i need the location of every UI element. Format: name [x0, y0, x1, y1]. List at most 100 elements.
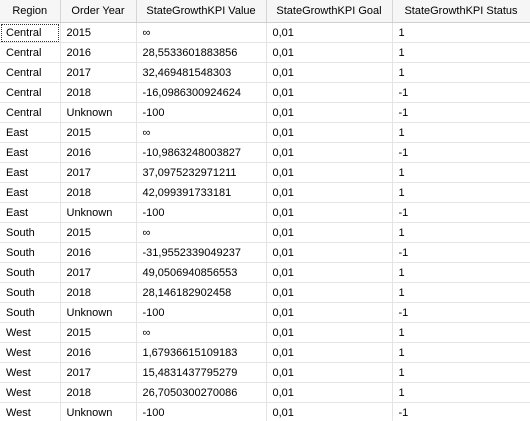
table-row[interactable]: Central 2015 ∞ 0,01 1: [0, 22, 530, 43]
cell-kpi-status[interactable]: -1: [392, 242, 530, 263]
cell-kpi-value[interactable]: -10,9863248003827: [136, 142, 267, 163]
cell-kpi-value[interactable]: -31,9552339049237: [136, 242, 267, 263]
table-row[interactable]: Central 2017 32,469481548303 0,01 1: [0, 62, 530, 83]
cell-kpi-value[interactable]: -100: [136, 102, 267, 123]
cell-kpi-status[interactable]: -1: [392, 82, 530, 103]
cell-kpi-value[interactable]: -100: [136, 302, 267, 323]
cell-kpi-value[interactable]: 42,099391733181: [136, 182, 267, 203]
cell-kpi-goal[interactable]: 0,01: [266, 342, 393, 363]
cell-kpi-value[interactable]: 28,5533601883856: [136, 42, 267, 63]
cell-order-year[interactable]: 2015: [60, 22, 137, 43]
cell-region[interactable]: South: [0, 262, 61, 283]
cell-kpi-status[interactable]: 1: [392, 362, 530, 383]
cell-region[interactable]: Central: [0, 102, 61, 123]
cell-region[interactable]: East: [0, 142, 61, 163]
cell-kpi-goal[interactable]: 0,01: [266, 22, 393, 43]
cell-region[interactable]: West: [0, 342, 61, 363]
cell-kpi-goal[interactable]: 0,01: [266, 322, 393, 343]
cell-order-year[interactable]: 2017: [60, 262, 137, 283]
cell-kpi-status[interactable]: 1: [392, 122, 530, 143]
cell-kpi-goal[interactable]: 0,01: [266, 302, 393, 323]
table-row[interactable]: East 2015 ∞ 0,01 1: [0, 122, 530, 143]
table-row[interactable]: West 2017 15,4831437795279 0,01 1: [0, 362, 530, 383]
cell-order-year[interactable]: 2015: [60, 222, 137, 243]
cell-kpi-value[interactable]: 37,0975232971211: [136, 162, 267, 183]
table-row[interactable]: West Unknown -100 0,01 -1: [0, 402, 530, 421]
cell-kpi-status[interactable]: 1: [392, 282, 530, 303]
cell-region[interactable]: East: [0, 202, 61, 223]
cell-kpi-value[interactable]: 28,146182902458: [136, 282, 267, 303]
cell-kpi-status[interactable]: -1: [392, 102, 530, 123]
cell-kpi-status[interactable]: 1: [392, 342, 530, 363]
column-header-order-year[interactable]: Order Year: [60, 0, 137, 23]
cell-kpi-goal[interactable]: 0,01: [266, 362, 393, 383]
cell-kpi-goal[interactable]: 0,01: [266, 282, 393, 303]
cell-kpi-goal[interactable]: 0,01: [266, 222, 393, 243]
table-row[interactable]: East 2016 -10,9863248003827 0,01 -1: [0, 142, 530, 163]
cell-order-year[interactable]: 2015: [60, 122, 137, 143]
cell-order-year[interactable]: 2018: [60, 282, 137, 303]
cell-kpi-status[interactable]: -1: [392, 402, 530, 421]
cell-region[interactable]: South: [0, 282, 61, 303]
cell-kpi-goal[interactable]: 0,01: [266, 262, 393, 283]
cell-kpi-value[interactable]: 26,7050300270086: [136, 382, 267, 403]
cell-kpi-goal[interactable]: 0,01: [266, 162, 393, 183]
cell-kpi-value[interactable]: 1,67936615109183: [136, 342, 267, 363]
cell-kpi-status[interactable]: 1: [392, 22, 530, 43]
cell-region[interactable]: East: [0, 182, 61, 203]
table-row[interactable]: Central 2016 28,5533601883856 0,01 1: [0, 42, 530, 63]
cell-order-year[interactable]: Unknown: [60, 202, 137, 223]
column-header-region[interactable]: Region: [0, 0, 61, 23]
cell-kpi-status[interactable]: -1: [392, 302, 530, 323]
cell-kpi-value[interactable]: 32,469481548303: [136, 62, 267, 83]
cell-kpi-value[interactable]: ∞: [136, 222, 267, 243]
table-row[interactable]: West 2016 1,67936615109183 0,01 1: [0, 342, 530, 363]
cell-order-year[interactable]: 2018: [60, 82, 137, 103]
cell-kpi-status[interactable]: 1: [392, 382, 530, 403]
cell-region[interactable]: East: [0, 122, 61, 143]
cell-kpi-value[interactable]: -100: [136, 402, 267, 421]
cell-kpi-goal[interactable]: 0,01: [266, 82, 393, 103]
cell-order-year[interactable]: 2016: [60, 242, 137, 263]
table-row[interactable]: South 2015 ∞ 0,01 1: [0, 222, 530, 243]
cell-region[interactable]: South: [0, 222, 61, 243]
column-header-kpi-goal[interactable]: StateGrowthKPI Goal: [266, 0, 393, 23]
table-row[interactable]: West 2018 26,7050300270086 0,01 1: [0, 382, 530, 403]
cell-kpi-goal[interactable]: 0,01: [266, 102, 393, 123]
cell-order-year[interactable]: Unknown: [60, 102, 137, 123]
cell-region[interactable]: East: [0, 162, 61, 183]
cell-region[interactable]: South: [0, 302, 61, 323]
cell-order-year[interactable]: 2017: [60, 62, 137, 83]
table-row[interactable]: East 2017 37,0975232971211 0,01 1: [0, 162, 530, 183]
table-row[interactable]: Central Unknown -100 0,01 -1: [0, 102, 530, 123]
cell-kpi-status[interactable]: 1: [392, 262, 530, 283]
cell-order-year[interactable]: 2016: [60, 42, 137, 63]
cell-order-year[interactable]: Unknown: [60, 402, 137, 421]
cell-kpi-goal[interactable]: 0,01: [266, 242, 393, 263]
table-row[interactable]: East Unknown -100 0,01 -1: [0, 202, 530, 223]
cell-kpi-goal[interactable]: 0,01: [266, 42, 393, 63]
cell-order-year[interactable]: 2018: [60, 182, 137, 203]
cell-kpi-status[interactable]: 1: [392, 222, 530, 243]
table-row[interactable]: South 2016 -31,9552339049237 0,01 -1: [0, 242, 530, 263]
cell-kpi-value[interactable]: 49,0506940856553: [136, 262, 267, 283]
cell-region[interactable]: West: [0, 402, 61, 421]
cell-kpi-value[interactable]: -100: [136, 202, 267, 223]
table-row[interactable]: South Unknown -100 0,01 -1: [0, 302, 530, 323]
cell-order-year[interactable]: 2016: [60, 142, 137, 163]
cell-order-year[interactable]: 2015: [60, 322, 137, 343]
cell-kpi-goal[interactable]: 0,01: [266, 202, 393, 223]
cell-order-year[interactable]: 2017: [60, 362, 137, 383]
table-row[interactable]: South 2018 28,146182902458 0,01 1: [0, 282, 530, 303]
table-row[interactable]: South 2017 49,0506940856553 0,01 1: [0, 262, 530, 283]
cell-region[interactable]: West: [0, 382, 61, 403]
cell-kpi-value[interactable]: 15,4831437795279: [136, 362, 267, 383]
cell-kpi-goal[interactable]: 0,01: [266, 142, 393, 163]
cell-region[interactable]: Central: [0, 42, 61, 63]
cell-kpi-value[interactable]: ∞: [136, 22, 267, 43]
cell-kpi-goal[interactable]: 0,01: [266, 182, 393, 203]
column-header-kpi-status[interactable]: StateGrowthKPI Status: [392, 0, 530, 23]
cell-order-year[interactable]: Unknown: [60, 302, 137, 323]
cell-kpi-status[interactable]: -1: [392, 142, 530, 163]
